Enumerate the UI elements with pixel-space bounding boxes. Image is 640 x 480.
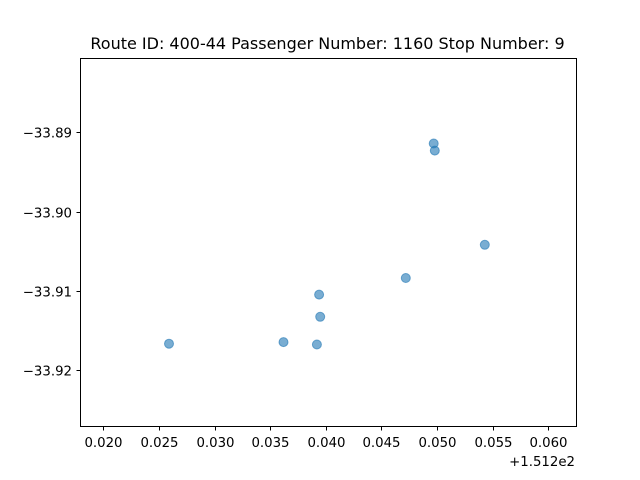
data-point-4 [314, 289, 325, 300]
y-tick-label: −33.90 [23, 207, 72, 222]
y-tick-label: −33.89 [23, 127, 72, 142]
data-point-3 [311, 339, 322, 350]
chart-title: Route ID: 400-44 Passenger Number: 1160 … [90, 34, 564, 53]
x-tick-label: 0.055 [474, 436, 512, 451]
y-tick-label: −33.92 [23, 365, 72, 380]
data-point-6 [400, 273, 411, 283]
y-tick-label: −33.91 [23, 286, 72, 301]
x-axis-offset-label: +1.512e2 [509, 455, 575, 470]
data-point-2 [278, 337, 289, 348]
x-axis: 0.020 0.025 0.030 0.035 0.040 0.045 0.050 0.055… [84, 426, 568, 451]
data-point-1 [164, 338, 174, 349]
y-axis: −33.89 −33.90 −33.91 −33.92 [23, 127, 81, 380]
plot-frame [80, 58, 577, 427]
x-tick-label: 0.045 [362, 436, 400, 451]
x-tick-label: 0.040 [307, 436, 345, 451]
data-point-5 [315, 311, 326, 322]
x-tick-label: 0.035 [251, 436, 289, 451]
x-tick-label: 0.030 [196, 436, 234, 451]
x-tick-label: 0.050 [418, 436, 456, 451]
x-tick-label: 0.020 [84, 436, 122, 451]
points-layer [164, 138, 490, 350]
x-tick-label: 0.025 [140, 436, 178, 451]
data-point-8 [429, 145, 440, 156]
data-point-9 [479, 239, 490, 250]
x-tick-label: 0.060 [529, 436, 567, 451]
